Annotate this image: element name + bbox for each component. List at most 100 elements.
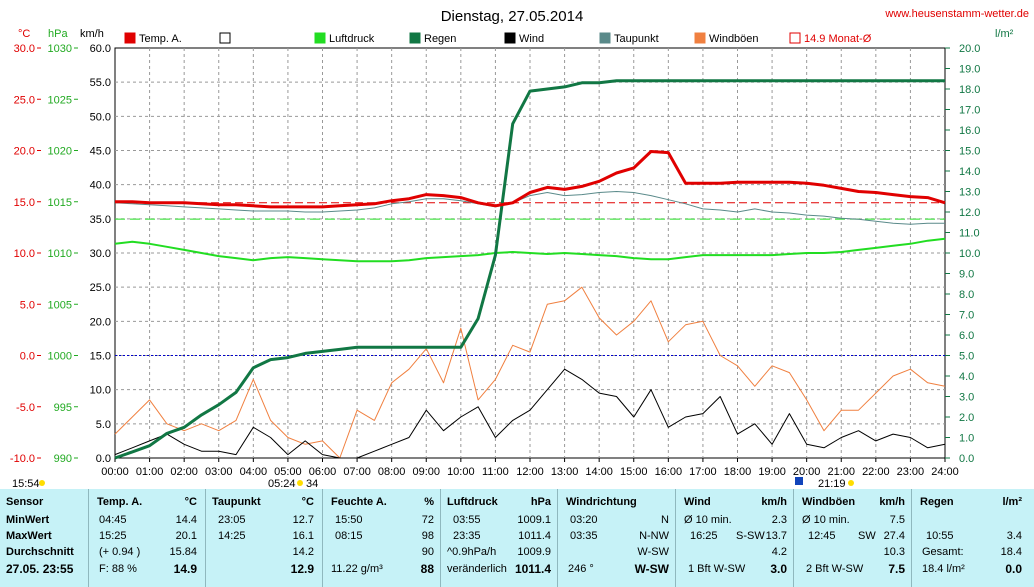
rain-header: Regen [920,496,954,508]
temp-tick-label: 25.0 [14,94,35,106]
temp-tick-label: 0.0 [20,351,35,363]
legend-label: Luftdruck [329,33,375,45]
x-tick-label: 18:00 [724,466,752,478]
hum-min: 72 [421,514,434,526]
row-label-avg: Durchschnitt [6,546,74,558]
dew-unit: °C [301,496,314,508]
press-min-time: 03:55 [453,514,481,526]
dir-header: Windrichtung [566,496,637,508]
series-line-temp-a- [115,150,946,209]
x-tick-label: 06:00 [309,466,337,478]
temp-avg: 15.84 [169,546,197,558]
press-max: 1011.4 [518,530,551,542]
press-max-time: 23:35 [453,530,481,542]
press-tendency: veränderlich [447,563,507,575]
rain-tick-label: 16.0 [959,125,980,137]
dew-min: 12.7 [292,514,314,526]
wind-min-note: Ø 10 min. [684,514,732,526]
rain-tick-label: 6.0 [959,330,974,342]
x-tick-label: 08:00 [378,466,406,478]
x-tick-label: 11:00 [482,466,509,478]
dew-current: 12.9 [290,562,314,576]
celsius-unit-label: °C [18,28,30,40]
moon-icon [848,480,854,486]
x-tick-label: 09:00 [412,466,440,478]
dir-min-time: 03:20 [570,514,598,526]
temp-avg-note: (+ 0.94 ) [99,546,141,558]
pressure-tick-label: 1025 [48,94,72,106]
dew-max: 16.1 [292,530,314,542]
hum-max: 98 [421,530,434,542]
hum-max-time: 08:15 [335,530,363,542]
sun-markers: 15:54 05:24 34 21:19 [12,477,854,489]
sunrise-suffix: 34 [306,478,318,489]
gust-current: 7.5 [888,562,905,576]
gust-header: Windböen [802,496,856,508]
dir-min: N [661,514,669,526]
dir-max: N-NW [639,530,669,542]
wind-avg: 4.2 [771,546,787,558]
stats-col-direction: Windrichtung 03:20 N 03:35 N-NW W-SW 246 °… [558,489,676,587]
press-unit: hPa [530,496,551,508]
stats-col-sensor: Sensor MinWert MaxWert Durchschnitt 27.0… [0,489,89,587]
sunset-icon [795,477,803,485]
x-tick-label: 14:00 [585,466,613,478]
wind-min: 2.3 [771,514,787,526]
x-tick-label: 04:00 [240,466,268,478]
rain-tick-label: 1.0 [959,433,974,445]
kmh-tick-label: 40.0 [90,180,111,192]
rain-tick-label: 17.0 [959,105,980,117]
rain-tick-label: 13.0 [959,187,980,199]
rain-day-total: 18.4 l/m² [922,563,965,575]
stats-panel: Sensor MinWert MaxWert Durchschnitt 27.0… [0,489,1034,587]
gust-bft: 2 Bft W-SW [806,563,864,575]
row-label-min: MinWert [6,514,50,526]
rain-max-time: 10:55 [926,530,954,542]
wind-unit: km/h [761,496,787,508]
weather-chart: 00:00 01:00 02:00 03:00 04:00 05:00 06:00 07:00… [10,8,1029,489]
site-link[interactable]: www.heusenstamm-wetter.de [884,8,1029,20]
temp-min: 14.4 [175,514,197,526]
rain-tick-label: 19.0 [959,64,980,76]
kmh-tick-label: 50.0 [90,111,111,123]
legend-label: Windböen [709,33,759,45]
hum-min-time: 15:50 [335,514,363,526]
rain-max: 3.4 [1006,530,1022,542]
rain-tick-label: 20.0 [959,43,980,55]
gust-unit: km/h [879,496,905,508]
kmh-tick-label: 35.0 [90,214,111,226]
x-tick-label: 00:00 [101,466,129,478]
hum-unit: % [424,496,434,508]
kmh-tick-label: 20.0 [90,316,111,328]
x-tick-label: 05:00 [274,466,302,478]
wind-max-time: 16:25 [690,530,718,542]
axes: 00:00 01:00 02:00 03:00 04:00 05:00 06:00 07:00… [10,43,981,478]
rain-tick-label: 18.0 [959,84,980,96]
temp-tick-label: 20.0 [14,146,35,158]
rain-tick-label: 7.0 [959,310,974,322]
rain-tick-label: 8.0 [959,289,974,301]
rain-tick-label: 12.0 [959,207,980,219]
x-tick-label: 15:00 [620,466,648,478]
temp-tick-label: 30.0 [14,43,35,55]
hum-header: Feuchte A. [331,496,387,508]
stats-col-wind: Wind km/h Ø 10 min. 2.3 16:25 S-SW 13.7 4.2 … [676,489,794,587]
legend-swatch [219,32,231,44]
pressure-tick-label: 1010 [48,248,72,260]
kmh-tick-label: 15.0 [90,351,111,363]
gust-min-note: Ø 10 min. [802,514,850,526]
sunrise-time: 05:24 [268,478,296,489]
rain-total: 18.4 [1000,546,1022,558]
press-current: 1011.4 [514,562,551,576]
temp-header: Temp. A. [97,496,143,508]
series-layer [114,79,946,460]
legend-label: Taupunkt [614,33,659,45]
legend: Temp. A. Luftdruck Regen Wind Taupunkt Windbö… [124,32,872,45]
sunset-time: 21:19 [818,478,846,489]
legend-swatch [599,32,611,44]
kmh-tick-label: 5.0 [96,419,111,431]
temp-max-time: 15:25 [99,530,127,542]
kmh-tick-label: 0.0 [96,453,111,465]
chart-title: Dienstag, 27.05.2014 [441,8,584,25]
stats-col-humidity: Feuchte A.% 15:50 72 08:15 98 90 11.22 g/m… [323,489,441,587]
